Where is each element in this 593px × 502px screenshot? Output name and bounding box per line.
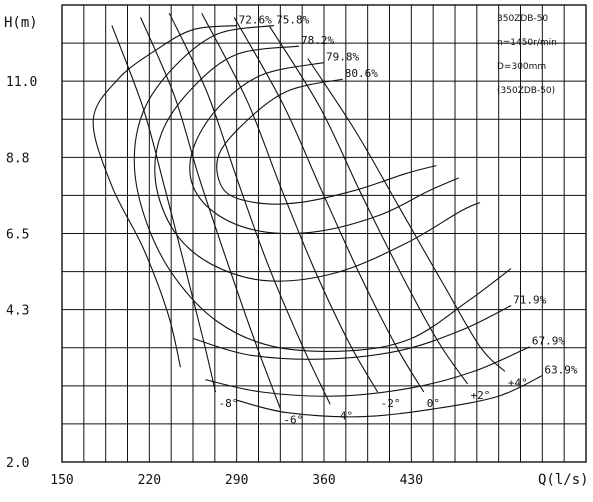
blade-angle-label: +2° [470,389,490,402]
efficiency-label: 63.9% [544,364,577,377]
efficiency-label: 79.8% [326,51,359,64]
blade-angle-label: 0° [427,397,440,410]
x-tick-label: 290 [225,473,248,488]
info-box: 350ZDB-50 n=1450r/min D=300mm (350ZDB-50) [497,14,557,96]
efficiency-curve [154,45,481,282]
info-line: (350ZDB-50) [497,86,555,96]
efficiency-curve [205,346,531,397]
blade-angle-curve [111,25,217,393]
axis-layer: 150 220 290 360 430 11.0 8.8 6.5 4.3 2.0 H(m) Q(l/s… [4,15,589,488]
blade-angle-label: -6° [283,413,303,426]
blade-angle-curve [168,12,331,405]
efficiency-label: 80.6% [345,67,378,80]
blade-angle-curve [268,25,468,385]
efficiency-curve [236,375,543,418]
blade-angle-label: -8° [218,397,238,410]
y-tick-label: 2.0 [6,456,29,471]
efficiency-curve [216,78,437,205]
y-tick-label: 11.0 [6,75,37,90]
blade-angle-curve [140,17,281,409]
blade-angle-label: -2° [381,397,401,410]
efficiency-curve [192,305,512,360]
efficiency-curve [133,25,512,352]
y-tick-label: 6.5 [6,228,29,243]
info-line: D=300mm [497,62,546,72]
blade-angle-curve [307,58,506,372]
blade-angle-label: -4° [333,409,353,422]
x-tick-label: 220 [138,473,161,488]
efficiency-curve [189,62,459,235]
efficiency-label: 72.6% [239,14,272,27]
label-layer: -8° -6° -4° -2° 0° +2° +4° 72.6% 75.8% 78.2% 79.8%… [218,14,577,427]
y-axis-label: H(m) [4,15,38,31]
efficiency-label: 71.9% [513,294,546,307]
x-tick-label: 150 [50,473,73,488]
x-tick-label: 430 [400,473,423,488]
efficiency-curve [92,25,237,368]
curve-layer [92,12,543,418]
x-axis-label: Q(l/s) [538,472,589,488]
y-tick-label: 4.3 [6,304,29,319]
blade-angle-label: +4° [508,376,528,389]
efficiency-label: 78.2% [301,34,334,47]
blade-angle-curve [233,17,425,393]
info-line: 350ZDB-50 [497,14,548,24]
x-tick-label: 360 [312,473,335,488]
y-tick-label: 8.8 [6,151,29,166]
efficiency-label: 75.8% [276,14,309,27]
info-line: n=1450r/min [497,38,557,48]
efficiency-label: 67.9% [532,335,565,348]
